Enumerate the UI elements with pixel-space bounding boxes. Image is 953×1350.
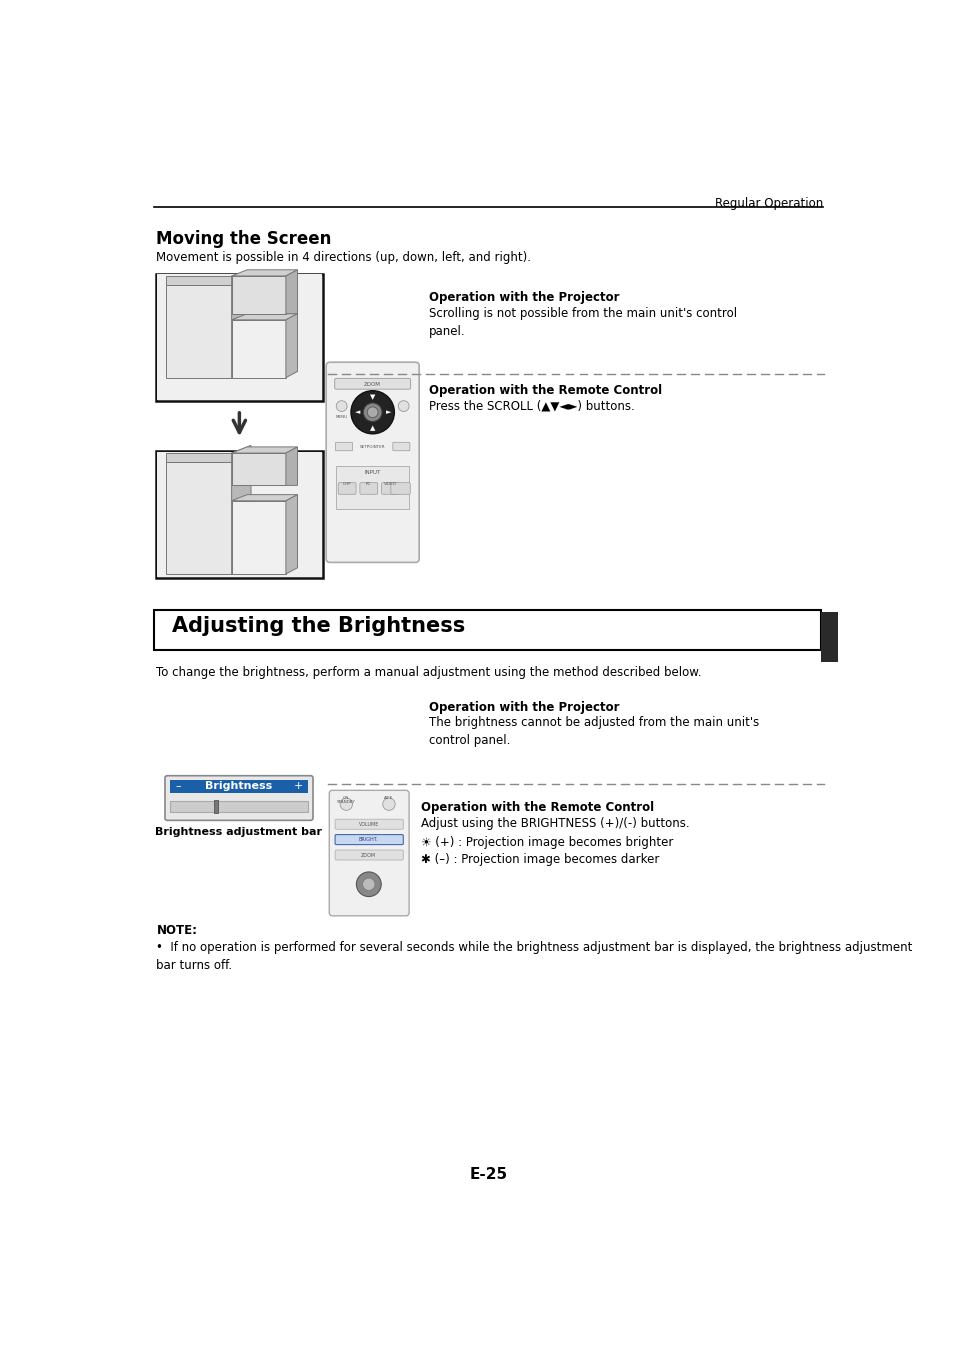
Polygon shape: [232, 494, 297, 501]
Polygon shape: [166, 285, 232, 378]
FancyBboxPatch shape: [381, 483, 399, 494]
Polygon shape: [166, 275, 232, 285]
Text: Operation with the Remote Control: Operation with the Remote Control: [421, 801, 654, 814]
Text: Adjust using the BRIGHTNESS (+)/(-) buttons.: Adjust using the BRIGHTNESS (+)/(-) butt…: [421, 817, 689, 829]
Circle shape: [356, 872, 381, 896]
Bar: [154, 610, 820, 651]
Polygon shape: [232, 313, 297, 320]
Polygon shape: [286, 494, 297, 574]
Polygon shape: [232, 447, 297, 454]
Text: INPUT: INPUT: [364, 470, 380, 475]
FancyBboxPatch shape: [393, 443, 410, 451]
Text: NOTE:: NOTE:: [156, 925, 197, 937]
Text: Scrolling is not possible from the main unit's control
panel.: Scrolling is not possible from the main …: [429, 306, 737, 338]
Bar: [335, 466, 409, 509]
Circle shape: [397, 401, 409, 412]
Text: A/FE: A/FE: [384, 795, 394, 799]
Text: –: –: [174, 782, 180, 791]
FancyBboxPatch shape: [335, 834, 403, 845]
Text: •  If no operation is performed for several seconds while the brightness adjustm: • If no operation is performed for sever…: [156, 941, 912, 972]
Text: Brightness: Brightness: [205, 782, 272, 791]
Text: Adjusting the Brightness: Adjusting the Brightness: [172, 617, 465, 636]
Polygon shape: [232, 275, 251, 378]
Bar: [171, 779, 307, 794]
FancyBboxPatch shape: [335, 378, 410, 389]
FancyBboxPatch shape: [391, 483, 410, 494]
Text: Press the SCROLL (▲▼◄►) buttons.: Press the SCROLL (▲▼◄►) buttons.: [429, 400, 635, 412]
Text: Moving the Screen: Moving the Screen: [156, 230, 332, 248]
Polygon shape: [232, 275, 286, 313]
Text: Operation with the Projector: Operation with the Projector: [429, 701, 619, 714]
Circle shape: [351, 390, 394, 433]
Bar: [156, 274, 323, 401]
FancyBboxPatch shape: [335, 819, 403, 829]
Circle shape: [382, 798, 395, 810]
Bar: [156, 451, 323, 578]
Bar: [213, 801, 218, 813]
Text: ▼: ▼: [370, 394, 375, 400]
Text: VOLUME: VOLUME: [358, 822, 378, 828]
Text: ▲: ▲: [370, 425, 375, 431]
FancyBboxPatch shape: [337, 483, 355, 494]
FancyBboxPatch shape: [326, 362, 418, 563]
Text: MENU: MENU: [335, 416, 348, 420]
Polygon shape: [166, 462, 232, 574]
Text: ◄: ◄: [355, 409, 359, 416]
Text: BRIGHT.: BRIGHT.: [358, 837, 378, 842]
Polygon shape: [232, 320, 286, 378]
Text: E-25: E-25: [470, 1166, 507, 1181]
Polygon shape: [286, 313, 297, 378]
Text: OHP: OHP: [342, 482, 351, 486]
FancyBboxPatch shape: [359, 483, 377, 494]
Text: ON
STANDBY: ON STANDBY: [336, 795, 355, 805]
Polygon shape: [286, 447, 297, 486]
Text: Operation with the Projector: Operation with the Projector: [429, 292, 619, 304]
Text: ZOOM: ZOOM: [364, 382, 380, 387]
FancyBboxPatch shape: [165, 776, 313, 821]
FancyBboxPatch shape: [335, 443, 353, 451]
Polygon shape: [166, 454, 232, 462]
Text: Regular Operation: Regular Operation: [714, 197, 822, 209]
Polygon shape: [232, 270, 297, 275]
Circle shape: [367, 406, 377, 417]
Circle shape: [335, 401, 347, 412]
Text: Brightness adjustment bar: Brightness adjustment bar: [155, 828, 322, 837]
Polygon shape: [232, 446, 251, 574]
Text: +: +: [294, 782, 303, 791]
Text: ☀ (+) : Projection image becomes brighter: ☀ (+) : Projection image becomes brighte…: [421, 836, 673, 849]
Text: VIDEO: VIDEO: [384, 482, 396, 486]
Polygon shape: [286, 270, 297, 313]
Text: PC: PC: [366, 482, 371, 486]
Circle shape: [362, 878, 375, 891]
Text: ZOOM: ZOOM: [361, 853, 376, 857]
FancyBboxPatch shape: [335, 850, 403, 860]
Circle shape: [340, 798, 353, 810]
Polygon shape: [232, 454, 286, 486]
Polygon shape: [232, 501, 286, 574]
Text: The brightness cannot be adjusted from the main unit's
control panel.: The brightness cannot be adjusted from t…: [429, 717, 759, 748]
Text: SETPOINTER: SETPOINTER: [359, 444, 385, 448]
Bar: [157, 451, 322, 576]
Text: Operation with the Remote Control: Operation with the Remote Control: [429, 383, 661, 397]
Text: ✱ (–) : Projection image becomes darker: ✱ (–) : Projection image becomes darker: [421, 853, 659, 867]
Text: Movement is possible in 4 directions (up, down, left, and right).: Movement is possible in 4 directions (up…: [156, 251, 531, 263]
Text: ►: ►: [385, 409, 391, 416]
Bar: [157, 274, 322, 400]
Bar: [820, 613, 837, 662]
FancyBboxPatch shape: [329, 790, 409, 915]
Circle shape: [363, 404, 381, 421]
Text: To change the brightness, perform a manual adjustment using the method described: To change the brightness, perform a manu…: [156, 667, 701, 679]
Bar: [171, 801, 307, 811]
